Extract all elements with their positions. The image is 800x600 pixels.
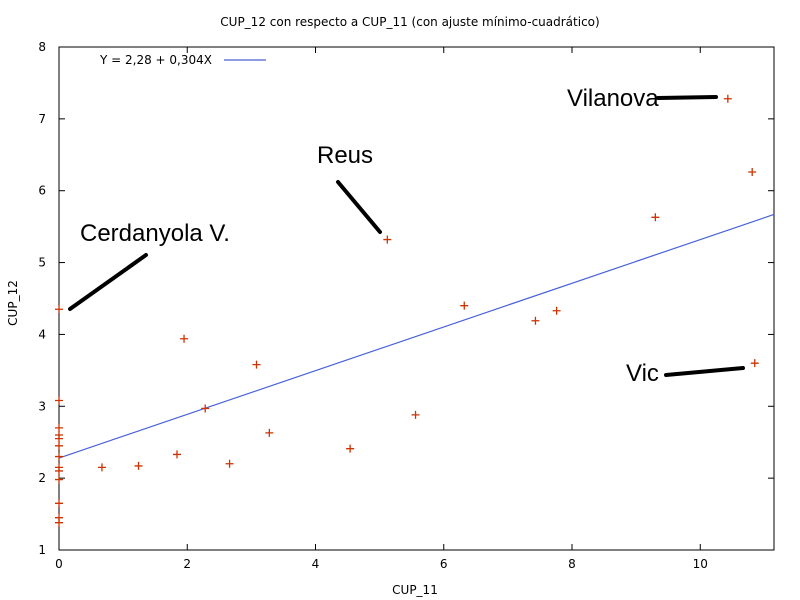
data-point: [55, 431, 63, 440]
y-tick-label: 3: [38, 399, 46, 413]
data-point: [180, 334, 189, 343]
x-tick-label: 0: [55, 557, 63, 571]
x-axis-label: CUP_11: [392, 583, 438, 597]
data-point: [651, 213, 660, 222]
data-point: [55, 499, 63, 508]
data-point: [531, 316, 540, 325]
data-point: [750, 359, 759, 368]
data-point: [201, 404, 210, 413]
y-axis-label: CUP_12: [6, 280, 20, 326]
y-tick-label: 6: [38, 184, 46, 198]
data-point: [55, 475, 63, 484]
data-point: [55, 452, 63, 461]
data-point: [383, 235, 392, 244]
x-tick-label: 4: [312, 557, 320, 571]
legend: Y = 2,28 + 0,304X: [99, 53, 266, 67]
y-tick-label: 2: [38, 471, 46, 485]
data-point: [552, 306, 561, 315]
data-point: [55, 441, 63, 450]
annotation-label: Reus: [317, 142, 373, 169]
annotation-label: Vilanova: [567, 85, 659, 112]
data-point: [55, 518, 63, 527]
data-point: [97, 463, 106, 472]
y-tick-label: 7: [38, 112, 46, 126]
data-point: [460, 301, 469, 310]
data-point: [55, 396, 63, 405]
y-tick-label: 5: [38, 256, 46, 270]
plot-frame: [58, 46, 775, 551]
annotation-pointer: [664, 366, 745, 377]
data-point: [723, 94, 732, 103]
legend-label: Y = 2,28 + 0,304X: [99, 53, 212, 67]
data-point: [55, 305, 63, 314]
x-tick-label: 6: [440, 557, 448, 571]
data-point: [134, 461, 143, 470]
data-point: [346, 444, 355, 453]
data-point: [411, 410, 420, 419]
data-point: [748, 168, 757, 177]
annotation-pointer: [336, 180, 382, 234]
annotation-pointer: [68, 253, 148, 311]
chart-title: CUP_12 con respecto a CUP_11 (con ajuste…: [220, 15, 599, 29]
data-point: [55, 423, 63, 432]
data-point: [252, 360, 261, 369]
y-tick-label: 4: [38, 327, 46, 341]
data-point: [225, 459, 234, 468]
fit-line: [58, 213, 775, 459]
annotation-label: Vic: [626, 360, 659, 387]
data-point: [172, 450, 181, 459]
x-tick-label: 10: [693, 557, 708, 571]
data-point: [55, 466, 63, 475]
x-tick-label: 2: [183, 557, 191, 571]
y-tick-label: 1: [38, 543, 46, 557]
annotation-pointer: [656, 95, 718, 100]
annotation-label: Cerdanyola V.: [80, 220, 230, 247]
y-tick-label: 8: [38, 40, 46, 54]
data-point: [265, 428, 274, 437]
x-tick-label: 8: [568, 557, 576, 571]
